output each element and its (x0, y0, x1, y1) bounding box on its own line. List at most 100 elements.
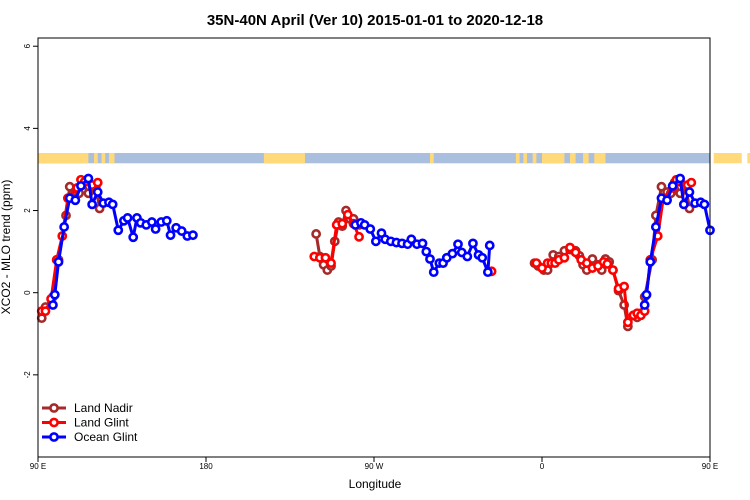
land-segment (108, 153, 115, 164)
data-point (70, 195, 81, 206)
data-point (87, 199, 98, 210)
land-segment (570, 153, 576, 164)
data-point (107, 199, 118, 210)
land-segment (747, 153, 750, 164)
data-point (59, 222, 70, 232)
land-segment (263, 153, 305, 164)
land-segment (523, 153, 528, 164)
land-segment (515, 153, 520, 164)
data-point (150, 224, 161, 234)
data-point (425, 254, 435, 264)
y-tick-label: 4 (23, 126, 32, 131)
land-segment (583, 153, 589, 164)
data-point (342, 209, 353, 220)
land-mask-bar (38, 153, 750, 164)
data-point (678, 199, 689, 210)
ocean-band (38, 153, 710, 164)
data-point (667, 180, 678, 191)
legend-entry-land-glint: Land Glint (42, 416, 129, 430)
x-tick-label: 0 (540, 462, 545, 471)
data-point (453, 239, 463, 250)
data-point (608, 265, 618, 275)
data-point (641, 289, 652, 300)
series-ocean-glint (48, 173, 715, 310)
data-point (675, 173, 686, 184)
series-land-nadir (36, 177, 695, 332)
land-segment (430, 153, 434, 164)
chart-title: 35N-40N April (Ver 10) 2015-01-01 to 202… (207, 12, 543, 29)
data-point (176, 226, 187, 236)
y-axis-label: XCO2 - MLO trend (ppm) (0, 180, 13, 315)
data-point (337, 218, 348, 229)
legend-marker (49, 403, 59, 413)
x-tick-label: 90 E (702, 462, 718, 471)
data-point (49, 289, 60, 300)
legend-marker (49, 432, 59, 442)
land-segment (713, 153, 742, 164)
data-point (581, 258, 592, 269)
data-point (417, 238, 428, 249)
y-tick-label: 2 (23, 208, 32, 213)
data-point (570, 247, 581, 258)
land-segment (594, 153, 606, 164)
data-point (645, 256, 656, 267)
data-point (462, 251, 473, 262)
data-point (447, 248, 458, 259)
data-point (699, 199, 710, 210)
data-point (650, 222, 661, 232)
data-point (531, 258, 542, 269)
data-point (188, 230, 198, 241)
series-layer (36, 173, 715, 332)
land-segment (101, 153, 106, 164)
data-point (113, 225, 124, 236)
data-point (354, 231, 364, 242)
x-tick-label: 180 (199, 462, 213, 471)
data-point (48, 300, 58, 310)
data-point (559, 252, 570, 263)
data-point (537, 263, 547, 273)
x-tick-label: 90 W (365, 462, 384, 471)
data-point (484, 240, 495, 251)
legend-label: Land Glint (74, 416, 129, 430)
data-point (146, 217, 157, 227)
legend-marker (49, 417, 59, 428)
y-axis: -2 0 2 4 6 (23, 43, 38, 378)
data-point (40, 306, 51, 317)
data-point (428, 267, 439, 278)
data-point (662, 195, 672, 206)
x-axis: 90 E 180 90 W 0 90 E (30, 457, 718, 471)
data-point (165, 230, 176, 241)
x-tick-label: 90 E (30, 462, 46, 471)
data-point (122, 213, 133, 223)
data-point (686, 177, 697, 188)
land-segment (94, 153, 98, 164)
legend-entry-ocean-glint: Ocean Glint (42, 430, 138, 444)
x-axis-label: Longitude (349, 477, 402, 491)
data-point (370, 236, 381, 247)
legend-entry-land-nadir: Land Nadir (42, 401, 133, 415)
data-point (76, 180, 86, 191)
data-point (83, 173, 94, 184)
data-point (684, 187, 695, 197)
data-point (602, 259, 613, 269)
data-point (365, 224, 376, 234)
data-point (326, 258, 336, 269)
data-point (92, 177, 103, 188)
data-point (53, 256, 64, 267)
plot-frame (37, 37, 711, 458)
data-point (639, 300, 650, 310)
data-point (406, 234, 417, 245)
y-tick-label: -2 (23, 371, 32, 379)
data-point (482, 267, 493, 278)
data-point (92, 187, 103, 197)
data-point (161, 215, 172, 226)
y-tick-label: 6 (23, 43, 32, 48)
data-point (477, 252, 488, 263)
data-point (656, 181, 667, 192)
land-segment (38, 153, 89, 164)
legend-label: Land Nadir (74, 401, 133, 415)
data-point (128, 232, 139, 243)
land-segment (532, 153, 537, 164)
data-point (619, 281, 630, 292)
